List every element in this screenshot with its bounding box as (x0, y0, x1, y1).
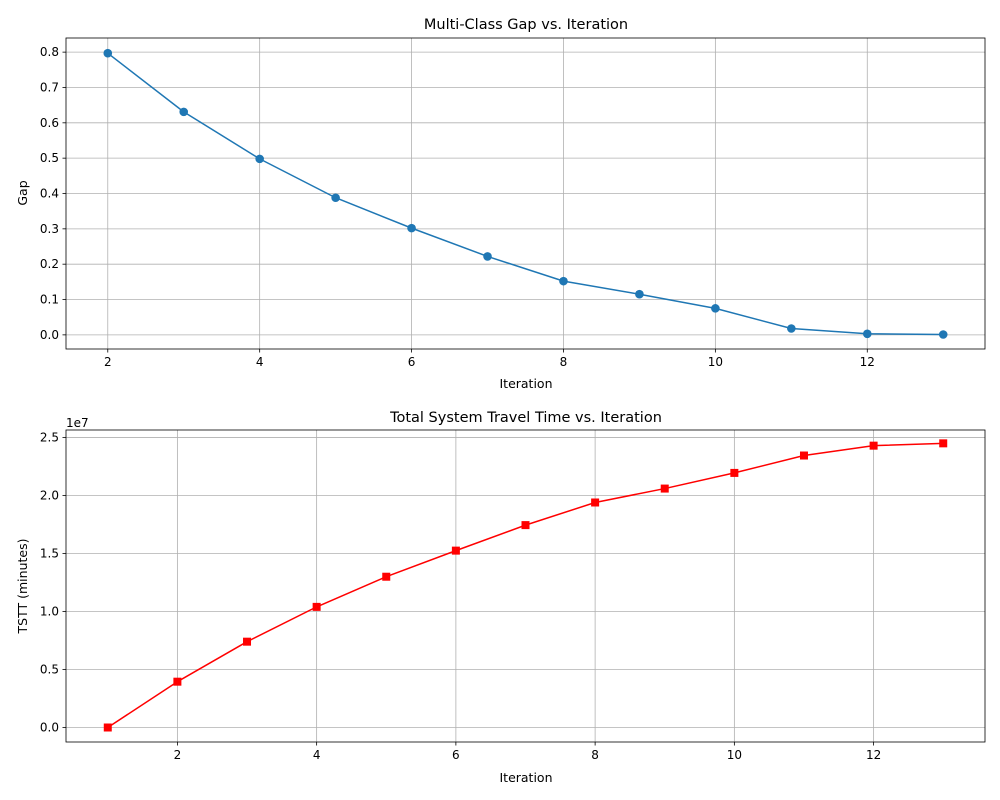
y-tick-label: 0.8 (40, 45, 59, 59)
data-point (591, 498, 600, 507)
y-axis-label: TSTT (minutes) (15, 539, 30, 635)
x-axis-label: Iteration (499, 376, 552, 391)
y-tick-label: 2.0 (40, 489, 59, 503)
data-point (521, 521, 530, 530)
y-tick-label: 0.7 (40, 80, 59, 94)
x-tick-label: 10 (727, 748, 742, 762)
data-point (730, 468, 739, 477)
data-point (660, 484, 669, 493)
grid (66, 38, 985, 349)
data-point (331, 193, 340, 203)
series (103, 48, 948, 339)
data-point (869, 441, 878, 450)
data-point (635, 289, 644, 299)
data-point (483, 252, 492, 261)
data-point (312, 602, 321, 611)
chart-title: Total System Travel Time vs. Iteration (389, 410, 662, 426)
y-tick-label: 1.0 (40, 605, 59, 619)
y-tick-label: 0.0 (40, 721, 59, 735)
data-point (179, 107, 189, 117)
data-point (451, 546, 460, 555)
y-tick-label: 0.5 (40, 151, 59, 165)
grid (66, 430, 985, 742)
x-tick-label: 12 (866, 748, 881, 762)
x-axis-label: Iteration (499, 770, 552, 785)
axes: 2 4 6 8 10 12 0.0 0.1 0.2 0.3 0.4 0.5 0.6 0.7 0.8 (40, 37, 986, 369)
data-point (407, 223, 416, 233)
y-tick-label: 0.1 (40, 293, 59, 307)
gap-chart: Multi-Class Gap vs. Iteration Iteration … (15, 17, 986, 391)
y-axis-label: Gap (15, 180, 30, 205)
x-tick-label: 4 (313, 748, 321, 762)
chart-title: Multi-Class Gap vs. Iteration (424, 17, 628, 33)
data-point (103, 48, 113, 58)
x-tick-label: 4 (256, 355, 264, 369)
data-point (939, 439, 948, 448)
data-point (938, 330, 948, 339)
x-tick-label: 8 (560, 355, 568, 369)
y-tick-label: 2.5 (40, 431, 59, 445)
x-tick-label: 6 (452, 748, 460, 762)
y-tick-label: 1.5 (40, 547, 59, 561)
y-tick-label: 0.5 (40, 663, 59, 677)
y-tick-label: 0.4 (40, 187, 59, 201)
series-line (107, 52, 944, 336)
data-point (103, 723, 112, 732)
data-point (255, 154, 264, 164)
x-tick-label: 12 (860, 355, 875, 369)
data-point (559, 276, 568, 286)
data-point (799, 451, 808, 460)
data-point (173, 677, 182, 686)
x-tick-label: 6 (408, 355, 416, 369)
y-tick-label: 0.2 (40, 257, 59, 271)
x-tick-label: 2 (104, 355, 112, 369)
plot-frame (65, 429, 986, 743)
data-point (243, 637, 252, 646)
series (103, 439, 948, 732)
y-tick-label: 0.3 (40, 222, 59, 236)
y-tick-label: 0.6 (40, 116, 59, 130)
data-point (787, 324, 796, 333)
plot-frame (65, 37, 986, 350)
x-tick-label: 10 (708, 355, 723, 369)
axes: 2 4 6 8 10 12 0.0 0.5 1.0 1.5 2.0 2.5 (40, 429, 986, 762)
data-point (382, 572, 391, 581)
y-axis-offset-label: 1e7 (66, 416, 89, 430)
x-tick-label: 2 (174, 748, 182, 762)
y-tick-label: 0.0 (40, 328, 59, 342)
tstt-chart: Total System Travel Time vs. Iteration 1… (15, 410, 986, 785)
x-tick-label: 8 (591, 748, 599, 762)
data-point (711, 304, 720, 313)
data-point (862, 329, 872, 339)
